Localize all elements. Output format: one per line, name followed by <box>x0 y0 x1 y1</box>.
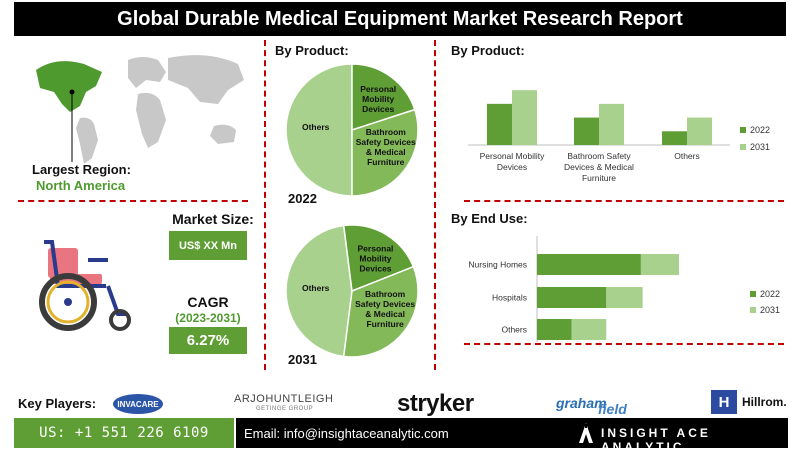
africa-shape <box>136 92 166 148</box>
hbar-legend-label-2022: 2022 <box>760 289 780 299</box>
market-size-value: US$ XX Mn <box>169 231 247 260</box>
logo-getinge: GETINGE GROUP <box>256 406 314 412</box>
enduse-bar-chart: Nursing Homes Hospitals Others 2022 2031 <box>468 236 780 342</box>
bar-2031-2 <box>687 117 712 145</box>
logo-invacare-text: INVACARE <box>117 400 159 409</box>
pie-slice-2022-0 <box>285 63 353 197</box>
logo-invacare: INVACARE <box>113 394 163 414</box>
divider-vertical-2 <box>434 40 436 370</box>
enduse-chart-title: By End Use: <box>451 211 528 226</box>
pie-chart-title: By Product: <box>275 43 349 58</box>
bar-category-label-2: Others <box>674 151 700 161</box>
pie-charts: Others Personal Mobility Devices Bathroom Saf… <box>285 63 419 358</box>
hbar-category-label-0: Nursing Homes <box>468 260 527 270</box>
footer-bar <box>236 418 788 448</box>
hbar-legend-swatch-2031 <box>750 307 756 313</box>
pie-label-2022-1: Personal Mobility Devices <box>360 84 396 114</box>
wheelchair-icon <box>39 240 131 331</box>
hbar-2022-2 <box>537 319 572 340</box>
market-size-label: Market Size: <box>172 211 254 227</box>
hbar-2022-1 <box>537 287 607 308</box>
australia-shape <box>210 124 236 144</box>
logo-stryker: stryker <box>397 390 474 417</box>
pie-label-2031-1: Personal Mobility Devices <box>358 243 394 273</box>
pie-slice-2031-1 <box>342 224 415 293</box>
bar-legend-label-2031: 2031 <box>750 142 770 152</box>
hbar-legend-swatch-2022 <box>750 291 756 297</box>
pie-slice-2031-2 <box>342 265 419 358</box>
logo-hillrom: Hillrom. <box>742 395 787 409</box>
pie-label-2022-2: Bathroom Safety Devices & Medical Furniture <box>356 127 416 167</box>
bar-2031-0 <box>512 90 537 145</box>
pie-year-2031: 2031 <box>288 352 317 367</box>
bar-chart-title: By Product: <box>451 43 525 58</box>
world-map <box>36 55 244 164</box>
product-bar-chart: Personal Mobility Devices Bathroom Safety D… <box>468 90 770 183</box>
north-america-shape <box>36 61 102 112</box>
pie-label-2031-2: Bathroom Safety Devices & Medical Furniture <box>355 289 415 329</box>
pie-year-2022: 2022 <box>288 191 317 206</box>
divider-right-2 <box>464 343 784 345</box>
bar-category-label-1: Bathroom Safety Devices & Medical Furnitur… <box>564 151 634 183</box>
hbar-2031-0 <box>640 254 679 275</box>
email-text: Email: info@insightaceanalytic.com <box>244 426 449 441</box>
logo-graham: graham <box>556 395 607 411</box>
largest-region-value: North America <box>36 178 126 193</box>
logo-field: field <box>598 401 627 417</box>
report-title: Global Durable Medical Equipment Market … <box>14 2 786 36</box>
hbar-2031-2 <box>571 319 607 340</box>
south-america-shape <box>76 117 98 164</box>
cagr-label: CAGR <box>187 294 229 310</box>
key-players-label: Key Players: <box>18 396 97 411</box>
bar-2031-1 <box>599 103 624 145</box>
pie-label-2022-0: Others <box>302 122 330 132</box>
brand-logo-icon <box>579 423 593 443</box>
hbar-category-label-2: Others <box>501 325 527 335</box>
hbar-legend-label-2031: 2031 <box>760 305 780 315</box>
bar-2022-2 <box>662 131 687 145</box>
divider-vertical-1 <box>264 40 266 370</box>
pie-slice-2022-2 <box>351 108 419 197</box>
brand-name: INSIGHT ACE ANALYTIC <box>601 426 711 450</box>
bar-legend-swatch-2031 <box>740 144 746 150</box>
europe-shape <box>128 57 166 88</box>
logo-arjohuntleigh: ARJOHUNTLEIGH <box>234 393 334 405</box>
largest-region-label: Largest Region: <box>32 162 131 177</box>
hillrom-logo-icon: H <box>711 390 737 414</box>
bar-2022-1 <box>574 117 599 145</box>
bar-category-label-0: Personal Mobility Devices <box>480 151 545 172</box>
bar-legend-swatch-2022 <box>740 127 746 133</box>
bar-legend-label-2022: 2022 <box>750 125 770 135</box>
cagr-value: 6.27% <box>169 327 247 354</box>
phone-number: US: +1 551 226 6109 <box>14 418 234 448</box>
pie-label-2031-0: Others <box>302 283 330 293</box>
hbar-2022-0 <box>537 254 641 275</box>
asia-shape <box>168 55 244 104</box>
pie-slice-2022-1 <box>351 63 416 132</box>
hbar-category-label-1: Hospitals <box>492 293 527 303</box>
hbar-2031-1 <box>606 287 643 308</box>
divider-right-1 <box>464 200 784 202</box>
divider-left <box>18 200 248 202</box>
pie-slice-2031-0 <box>285 224 353 358</box>
cagr-period: (2023-2031) <box>175 311 241 325</box>
bar-2022-0 <box>487 103 512 145</box>
